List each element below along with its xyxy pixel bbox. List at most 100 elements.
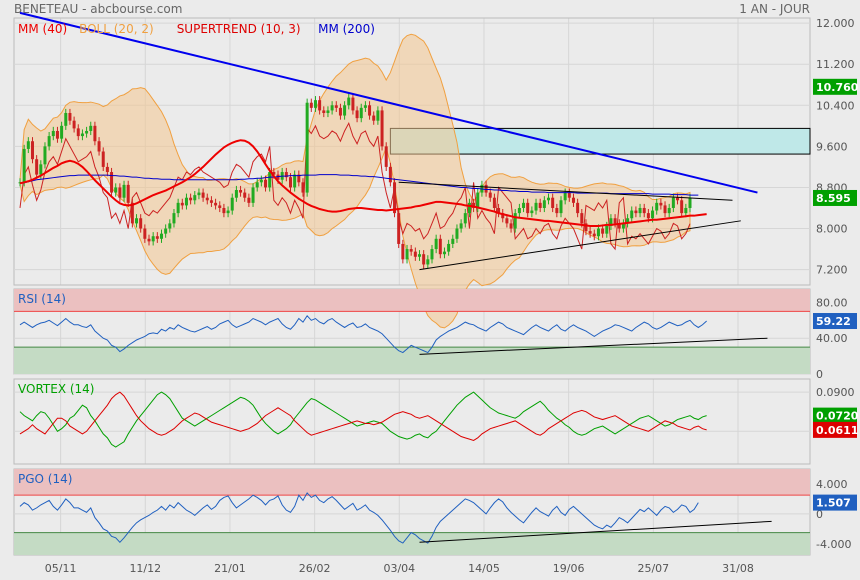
candle-body [684,207,688,214]
candle-body [155,236,159,239]
candle-body [351,97,355,111]
y-tick-label: 7.200 [816,264,848,277]
candle-body [613,218,617,224]
oversold-zone [14,532,810,555]
candle-body [451,238,455,244]
candle-body [159,233,163,239]
candle-body [343,105,347,116]
candle-body [559,200,563,214]
oscillator-trendline [419,337,768,355]
candle-body [526,202,530,214]
candle-body [189,197,193,201]
candle-body [596,228,600,237]
candle-body [522,202,526,208]
chart-period: 1 AN - JOUR [739,2,810,16]
panel-title: VORTEX (14) [18,382,95,396]
legend-item: MM (40) [18,22,67,36]
price-badge: 8.595 [816,192,851,205]
candle-body [355,110,359,119]
candle-body [93,125,97,142]
candle-body [234,190,238,198]
candle-body [301,182,305,193]
candle-body [72,120,76,129]
candle-body [534,202,538,211]
candle-body [22,148,26,183]
candle-body [409,249,413,252]
candle-body [497,207,501,214]
value-badge: 59.22 [816,315,851,328]
overbought-zone [14,469,810,496]
candle-body [688,197,692,208]
price-badge-bg [813,78,857,95]
candle-body [151,236,155,242]
candle-body [209,200,213,203]
candle-body [334,105,338,108]
candle-body [64,112,68,126]
candle-body [463,213,467,224]
candle-body [376,110,380,121]
candle-body [638,207,642,214]
triangle-bottom [419,220,741,271]
oscillator-line [19,492,699,544]
candle-body [105,166,109,173]
candle-body [193,195,197,201]
candle-body [418,254,422,257]
candle-body [576,202,580,214]
y-tick-label: 0.0900 [816,386,855,399]
candle-body [164,228,168,234]
candle-body [322,110,326,113]
candle-body [567,192,571,198]
mm200-long-trend [19,11,758,194]
candle-body [659,202,663,206]
candle-body [110,172,114,193]
candle-body [26,141,30,149]
candle-body [530,210,534,214]
candle-body [276,174,280,180]
candle-body [338,107,342,116]
candle-body [634,210,638,214]
candle-body [438,238,442,255]
overbought-zone [14,289,810,312]
mm200-line [19,174,699,196]
y-tick-label: 10.400 [816,99,855,112]
candle-body [380,110,384,147]
candle-body [309,102,313,108]
candle-body [118,187,122,198]
candle-body [168,223,172,229]
panel-frame [13,378,811,465]
candle-body [359,107,363,119]
value-badge-bg [813,494,857,511]
y-tick-label: 4.000 [816,478,848,491]
candle-body [442,251,446,255]
legend-item: SUPERTREND (10, 3) [177,22,301,36]
candle-body [630,210,634,219]
candle-body [393,182,397,214]
legend-item: MM (200) [318,22,375,36]
candle-body [293,174,297,188]
oversold-zone [14,347,810,374]
candle-body [305,102,309,193]
supertrend-line [19,121,691,251]
candle-body [405,249,409,260]
candle-body [551,197,555,208]
candle-body [563,192,567,201]
candle-body [663,205,667,214]
candle-body [434,238,438,250]
y-tick-label: -4.000 [816,538,851,551]
candle-body [288,177,292,188]
value-badge: 1.507 [816,497,851,510]
candle-body [447,243,451,252]
candle-body [413,251,417,257]
candle-body [676,197,680,201]
candle-body [214,202,218,206]
candle-body [30,141,34,160]
candle-body [259,179,263,183]
candle-body [680,200,684,214]
candle-body [35,159,39,175]
candle-body [85,130,89,134]
y-tick-label: 11.200 [816,58,855,71]
candle-body [617,223,621,229]
x-tick-label: 19/06 [553,562,585,575]
price-badge-bg [813,189,857,206]
